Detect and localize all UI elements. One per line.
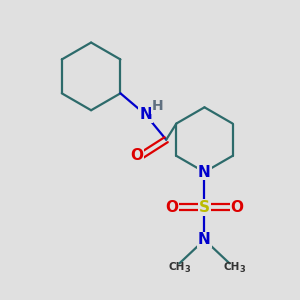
Text: N: N xyxy=(198,165,211,180)
Text: CH: CH xyxy=(224,262,240,272)
Text: N: N xyxy=(139,107,152,122)
Text: 3: 3 xyxy=(240,265,245,274)
Text: O: O xyxy=(166,200,178,215)
Text: 3: 3 xyxy=(185,265,191,274)
Text: S: S xyxy=(199,200,210,215)
Text: O: O xyxy=(130,148,143,163)
Text: N: N xyxy=(198,232,211,247)
Text: H: H xyxy=(152,99,164,113)
Text: O: O xyxy=(230,200,243,215)
Text: CH: CH xyxy=(169,262,185,272)
